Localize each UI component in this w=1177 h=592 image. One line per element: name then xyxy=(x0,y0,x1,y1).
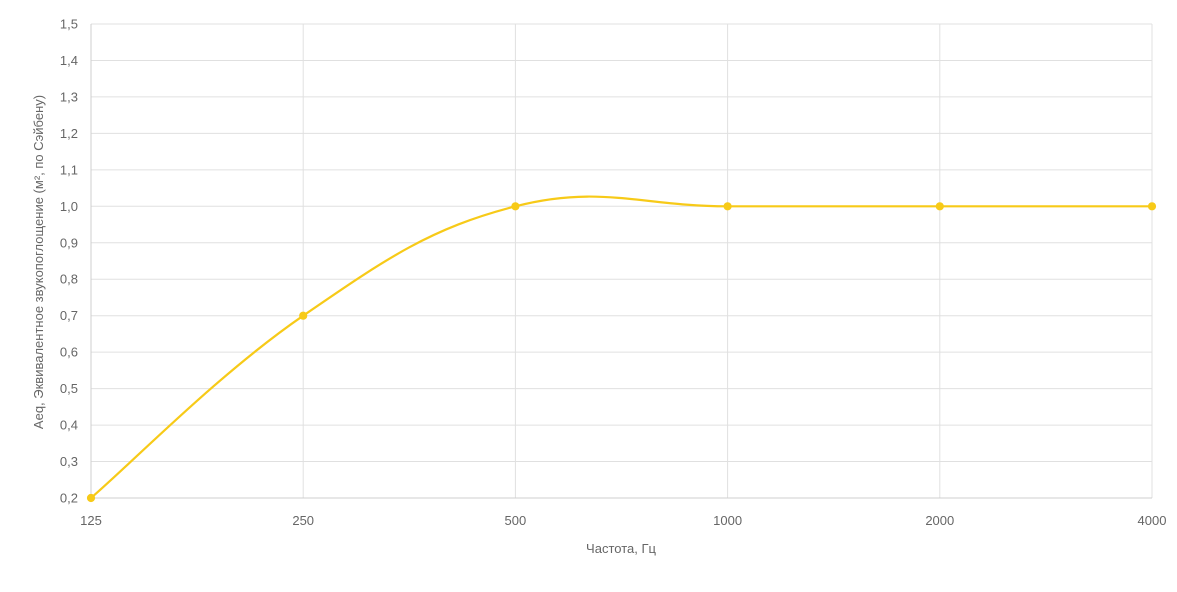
y-tick-labels: 0,2 0,3 0,4 0,5 0,6 0,7 0,8 0,9 1,0 1,1 1,2 1,3 1,4 1… xyxy=(60,17,78,506)
axes xyxy=(90,24,1152,499)
y-tick-label: 0,3 xyxy=(60,454,78,469)
x-tick-label: 4000 xyxy=(1138,513,1167,528)
x-tick-labels: 125 250 500 1000 2000 4000 xyxy=(80,513,1166,528)
y-tick-label: 0,8 xyxy=(60,272,78,287)
y-tick-label: 0,7 xyxy=(60,308,78,323)
y-tick-label: 1,5 xyxy=(60,17,78,32)
x-tick-label: 125 xyxy=(80,513,102,528)
data-point[interactable] xyxy=(1147,202,1157,211)
y-tick-label: 1,0 xyxy=(60,199,78,214)
x-axis-title: Частота, Гц xyxy=(586,541,656,556)
data-point[interactable] xyxy=(511,202,520,211)
x-tick-label: 250 xyxy=(292,513,314,528)
series xyxy=(86,195,1157,503)
y-tick-label: 1,4 xyxy=(60,53,78,68)
y-tick-label: 1,2 xyxy=(60,126,78,141)
data-point[interactable] xyxy=(299,311,308,320)
y-axis-title: Aeq, Эквивалентное звукопоглощение (м², … xyxy=(31,95,46,429)
data-point[interactable] xyxy=(723,202,732,211)
x-tick-label: 1000 xyxy=(713,513,742,528)
x-tick-label: 2000 xyxy=(925,513,954,528)
y-tick-label: 1,3 xyxy=(60,89,78,104)
y-tick-label: 0,5 xyxy=(60,381,78,396)
data-point[interactable] xyxy=(86,493,96,503)
data-point[interactable] xyxy=(935,202,944,211)
series-line xyxy=(89,195,1154,500)
y-tick-label: 0,6 xyxy=(60,345,78,360)
y-tick-label: 0,2 xyxy=(60,491,78,506)
y-tick-label: 0,9 xyxy=(60,235,78,250)
y-tick-label: 0,4 xyxy=(60,418,78,433)
y-tick-label: 1,1 xyxy=(60,162,78,177)
grid xyxy=(91,23,1153,498)
x-tick-label: 500 xyxy=(505,513,527,528)
